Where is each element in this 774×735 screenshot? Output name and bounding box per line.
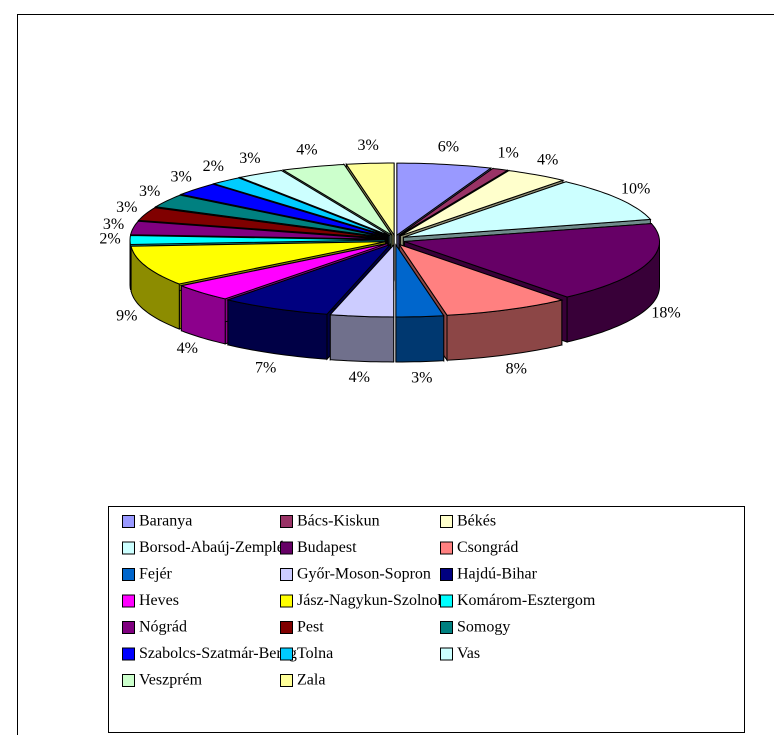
legend-label: Békés xyxy=(457,513,496,530)
slice-top xyxy=(400,170,565,237)
data-label: 3% xyxy=(358,137,379,154)
data-label: 4% xyxy=(349,369,370,386)
data-label: 6% xyxy=(438,138,459,155)
slice-top xyxy=(398,167,509,236)
legend-swatch xyxy=(440,647,453,661)
slice-top xyxy=(404,223,660,298)
slice-top xyxy=(345,162,395,237)
data-label: 3% xyxy=(239,150,260,167)
legend-swatch xyxy=(440,568,453,581)
slice xyxy=(329,243,395,363)
data-label: 3% xyxy=(103,216,124,233)
slice-top xyxy=(329,243,395,318)
legend-label: Somogy xyxy=(457,619,510,636)
legend-box xyxy=(108,506,745,733)
slice xyxy=(395,243,445,363)
slice-top xyxy=(129,220,386,240)
legend-label: Veszprém xyxy=(139,672,203,689)
slice-wall xyxy=(395,315,445,363)
legend-swatch xyxy=(280,647,293,661)
legend-swatch xyxy=(280,568,293,581)
data-label: 9% xyxy=(116,308,137,325)
legend-swatch xyxy=(122,541,135,555)
legend-label: Komárom-Esztergom xyxy=(457,592,596,609)
legend-swatch xyxy=(280,515,293,528)
slice-top xyxy=(396,162,493,237)
legend-label: Zala xyxy=(297,672,325,689)
legend-label: Baranya xyxy=(139,513,192,530)
slice-top xyxy=(179,242,388,300)
legend-label: Budapest xyxy=(297,539,357,556)
slice-top xyxy=(226,244,391,315)
slice-top xyxy=(130,241,386,285)
legend-label: Szabolcs-Szatmár-Bereg xyxy=(139,645,297,662)
slice-top xyxy=(395,243,445,318)
legend-swatch xyxy=(122,647,135,661)
data-label: 18% xyxy=(651,305,680,322)
data-label: 4% xyxy=(537,151,558,168)
data-label: 4% xyxy=(296,141,317,158)
data-label: 3% xyxy=(171,169,192,186)
slice-top xyxy=(129,234,386,246)
slice-top xyxy=(154,194,387,238)
legend-label: Vas xyxy=(457,645,480,662)
slice-top xyxy=(212,177,389,237)
legend-swatch xyxy=(440,594,453,608)
data-label: 2% xyxy=(203,158,224,175)
slice-top xyxy=(238,169,391,237)
legend-swatch xyxy=(440,541,453,555)
legend-label: Pest xyxy=(297,619,324,636)
slice-top xyxy=(398,243,564,316)
legend-swatch xyxy=(122,621,135,634)
slice-top xyxy=(281,163,393,236)
legend-label: Jász-Nagykun-Szolnok xyxy=(297,592,445,609)
legend-swatch xyxy=(122,674,135,687)
legend-swatch xyxy=(280,621,293,634)
data-label: 2% xyxy=(99,231,120,248)
data-label: 3% xyxy=(116,199,137,216)
legend-swatch xyxy=(280,674,293,687)
slice-top xyxy=(137,207,386,239)
legend-label: Tolna xyxy=(297,645,333,662)
legend-swatch xyxy=(122,515,135,528)
legend-swatch xyxy=(280,594,293,608)
legend-swatch xyxy=(122,594,135,608)
slice-top xyxy=(179,183,388,238)
data-label: 1% xyxy=(498,144,519,161)
legend-label: Nógrád xyxy=(139,619,187,636)
legend-label: Fejér xyxy=(139,566,173,583)
legend-label: Hajdú-Bihar xyxy=(457,566,538,583)
data-label: 10% xyxy=(621,180,650,197)
slice-top xyxy=(403,181,652,238)
legend-swatch xyxy=(440,515,453,528)
legend-label: Heves xyxy=(139,592,179,609)
legend-label: Bács-Kiskun xyxy=(297,513,380,530)
slice-wall xyxy=(329,314,395,363)
legend-label: Borsod-Abaúj-Zemplén xyxy=(139,539,292,556)
data-label: 4% xyxy=(177,340,198,357)
slice-wall xyxy=(129,239,131,290)
data-label: 8% xyxy=(506,361,527,378)
data-label: 3% xyxy=(139,183,160,200)
legend-swatch xyxy=(280,541,293,555)
legend-swatch xyxy=(440,621,453,634)
data-label: 3% xyxy=(411,369,432,386)
legend-label: Győr-Moson-Sopron xyxy=(297,566,431,583)
legend-label: Csongrád xyxy=(457,539,518,556)
legend-swatch xyxy=(122,568,135,581)
data-label: 7% xyxy=(255,359,276,376)
